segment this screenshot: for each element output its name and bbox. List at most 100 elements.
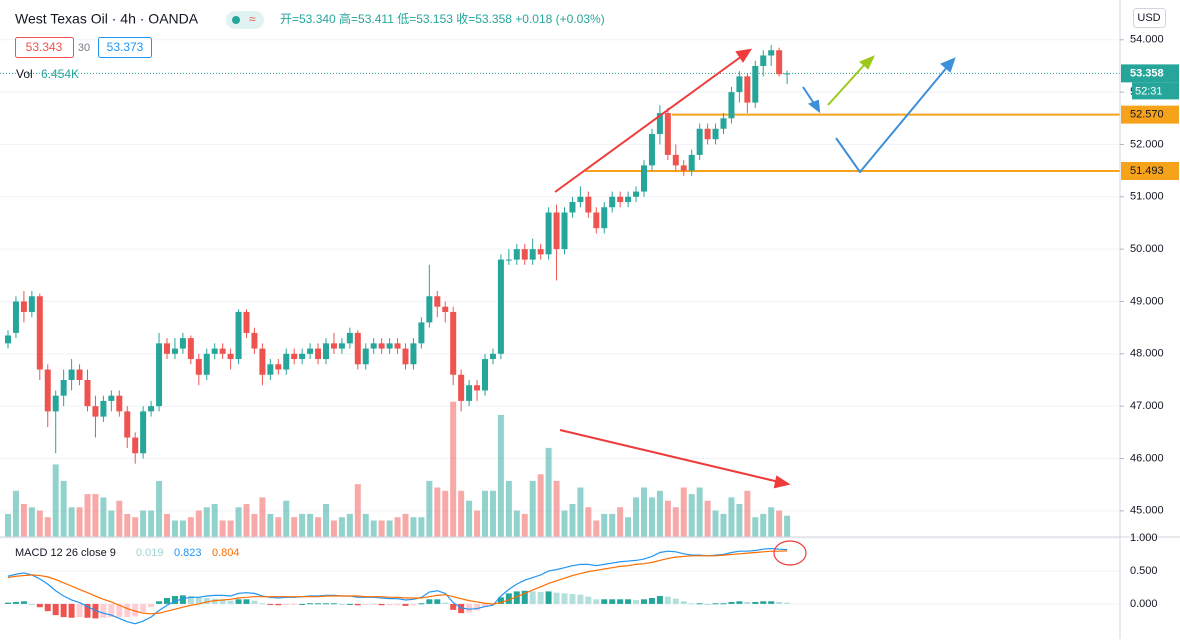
grid [0, 39, 1120, 605]
candle-body [633, 191, 640, 197]
volume-bar [370, 520, 377, 537]
volume-bar [672, 507, 679, 537]
volume-value: 6.454K [41, 67, 79, 81]
macd-hist-bar [28, 603, 35, 605]
candle-body [641, 165, 647, 192]
bid-box[interactable] [15, 37, 74, 58]
volume-bar [521, 513, 528, 537]
candle-body [760, 55, 767, 66]
candle-body [362, 348, 369, 365]
volume-bar [354, 484, 361, 537]
candle-body [450, 311, 457, 375]
candle-body [664, 113, 671, 155]
y-tick-label: 0.500 [1130, 565, 1158, 577]
volume-bar [124, 513, 131, 537]
macd-hist-bar [450, 603, 457, 610]
volume-bar [784, 515, 791, 537]
volume-bar [752, 517, 759, 537]
candle-body [442, 306, 449, 312]
candle-body [489, 353, 496, 360]
candle-body [243, 311, 250, 333]
candle-body [323, 343, 329, 360]
candle-body [617, 196, 624, 203]
candle-body [434, 296, 441, 307]
macd-hist-bar [696, 603, 703, 605]
volume-bar [267, 513, 274, 537]
macd-hist-bar [370, 603, 377, 605]
currency-button[interactable] [1133, 8, 1166, 28]
macd-hist-bar [529, 591, 536, 604]
volume-bar [108, 510, 115, 537]
arrow-head [807, 99, 821, 114]
volume-bar [744, 490, 751, 537]
signal-line [7, 550, 788, 615]
macd-hist-bar [513, 591, 520, 604]
macd-hist-bar [434, 599, 441, 604]
volume-bar [378, 520, 385, 537]
countdown: 52:31 [1135, 85, 1163, 97]
macd-hist-bar [52, 603, 59, 616]
y-tick-label: 51.000 [1130, 191, 1164, 203]
candle-body [60, 379, 67, 396]
macd-hist-bar [744, 601, 751, 604]
volume-bar [442, 490, 449, 537]
candle-body [402, 348, 409, 365]
macd-hist-bar [426, 599, 433, 604]
volume-bar [330, 520, 337, 537]
volume-bar [275, 517, 282, 537]
volume-bar [656, 490, 663, 537]
candle-body [497, 259, 504, 354]
volume-bar [450, 401, 457, 537]
volume-bar [362, 513, 369, 537]
macd-hist-bar [354, 603, 361, 606]
macd-hist-bar [179, 595, 186, 604]
volume-bar [776, 510, 783, 537]
y-tick-label: 54.000 [1130, 34, 1164, 46]
macd-hist-value: 0.019 [136, 547, 164, 559]
chart-title: West Texas Oil · 4h · OANDA [15, 11, 199, 27]
candle-body [259, 348, 266, 375]
candle-body [784, 73, 791, 75]
macd-hist-bar [672, 598, 679, 604]
highlight-circle [773, 540, 807, 566]
macd-hist-bar [656, 596, 663, 604]
volume-bar [299, 513, 306, 537]
y-tick-label: 50.000 [1130, 243, 1164, 255]
volume-bar [434, 487, 441, 537]
candle-body [513, 249, 520, 260]
candle-body [625, 196, 632, 203]
candle-body [108, 395, 115, 401]
volume-bar [116, 500, 123, 537]
volume-bar [696, 487, 703, 537]
volume-bar [489, 490, 496, 537]
macd-hist-bar [688, 603, 695, 605]
volume-bar [609, 513, 616, 537]
macd-hist-bar [784, 602, 791, 604]
candle-body [537, 249, 544, 255]
macd-hist-bar [267, 603, 274, 605]
macd-hist-bar [553, 592, 560, 604]
macd-hist-bar [338, 603, 345, 605]
candle-body [585, 196, 592, 213]
macd-hist-bar [648, 597, 655, 604]
status-dot [232, 16, 240, 24]
arrow-head [773, 475, 791, 489]
candle-body [52, 395, 59, 412]
y-tick-label: 0.000 [1130, 598, 1158, 610]
legend: West Texas Oil · 4h · OANDA ≈ 开=53.340 高… [15, 8, 1166, 559]
macd-hist-bar [124, 603, 131, 618]
volume-bar [251, 513, 258, 537]
candle-body [768, 50, 775, 56]
candle-body [728, 92, 735, 119]
candle-body [577, 196, 584, 203]
ask-box[interactable] [98, 37, 152, 58]
volume-bar [140, 510, 147, 537]
macd-hist-bar [299, 603, 306, 605]
macd-hist-bar [20, 601, 27, 604]
volume-bar [704, 500, 711, 537]
macd-hist-bar [203, 597, 210, 604]
macd-hist-bar [227, 600, 234, 604]
macd-hist-bar [474, 603, 481, 611]
